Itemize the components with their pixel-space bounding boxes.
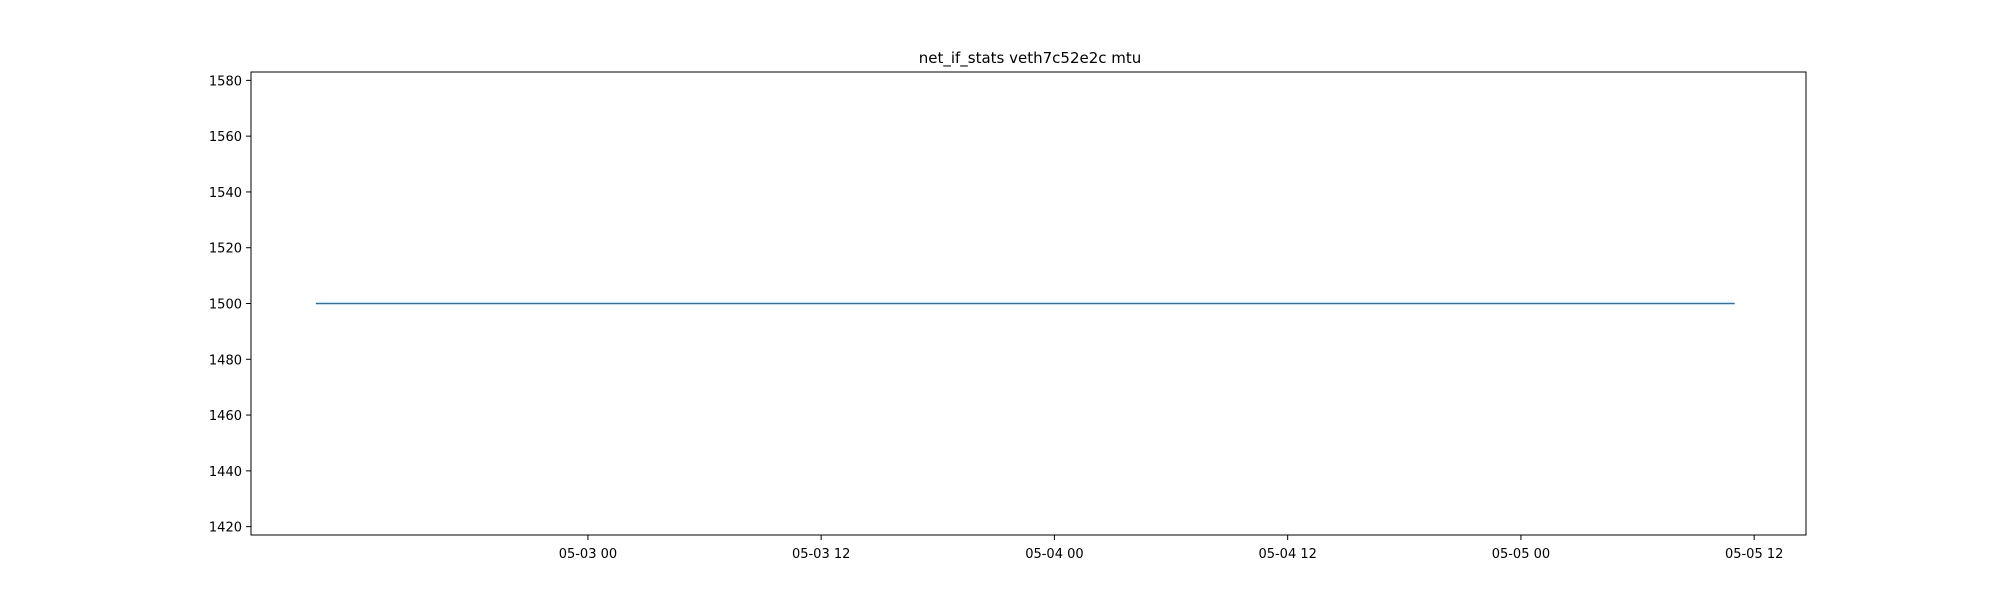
x-tick-label: 05-04 12 xyxy=(1258,547,1316,562)
y-tick-label: 1440 xyxy=(209,465,242,480)
plot-area-frame xyxy=(250,71,1807,536)
x-tick-label: 05-05 12 xyxy=(1725,547,1783,562)
y-tick-label: 1560 xyxy=(209,130,242,145)
y-tick-label: 1520 xyxy=(209,242,242,257)
y-tick-label: 1460 xyxy=(209,409,242,424)
y-tick-label: 1540 xyxy=(209,186,242,201)
chart-title: net_if_stats veth7c52e2c mtu xyxy=(919,49,1142,68)
x-tick-label: 05-04 00 xyxy=(1025,547,1083,562)
x-axis-ticks: 05-03 00 05-03 12 05-04 00 05-04 12 05-05 00… xyxy=(559,535,1783,562)
y-tick-label: 1580 xyxy=(209,74,242,89)
y-tick-label: 1420 xyxy=(209,521,242,536)
y-axis-ticks: 1420 1440 1460 1480 1500 1520 1540 1560 1580 xyxy=(209,74,251,536)
y-tick-label: 1500 xyxy=(209,298,242,313)
x-tick-label: 05-03 12 xyxy=(792,547,850,562)
x-tick-label: 05-03 00 xyxy=(559,547,617,562)
x-tick-label: 05-05 00 xyxy=(1492,547,1550,562)
y-tick-label: 1480 xyxy=(209,353,242,368)
